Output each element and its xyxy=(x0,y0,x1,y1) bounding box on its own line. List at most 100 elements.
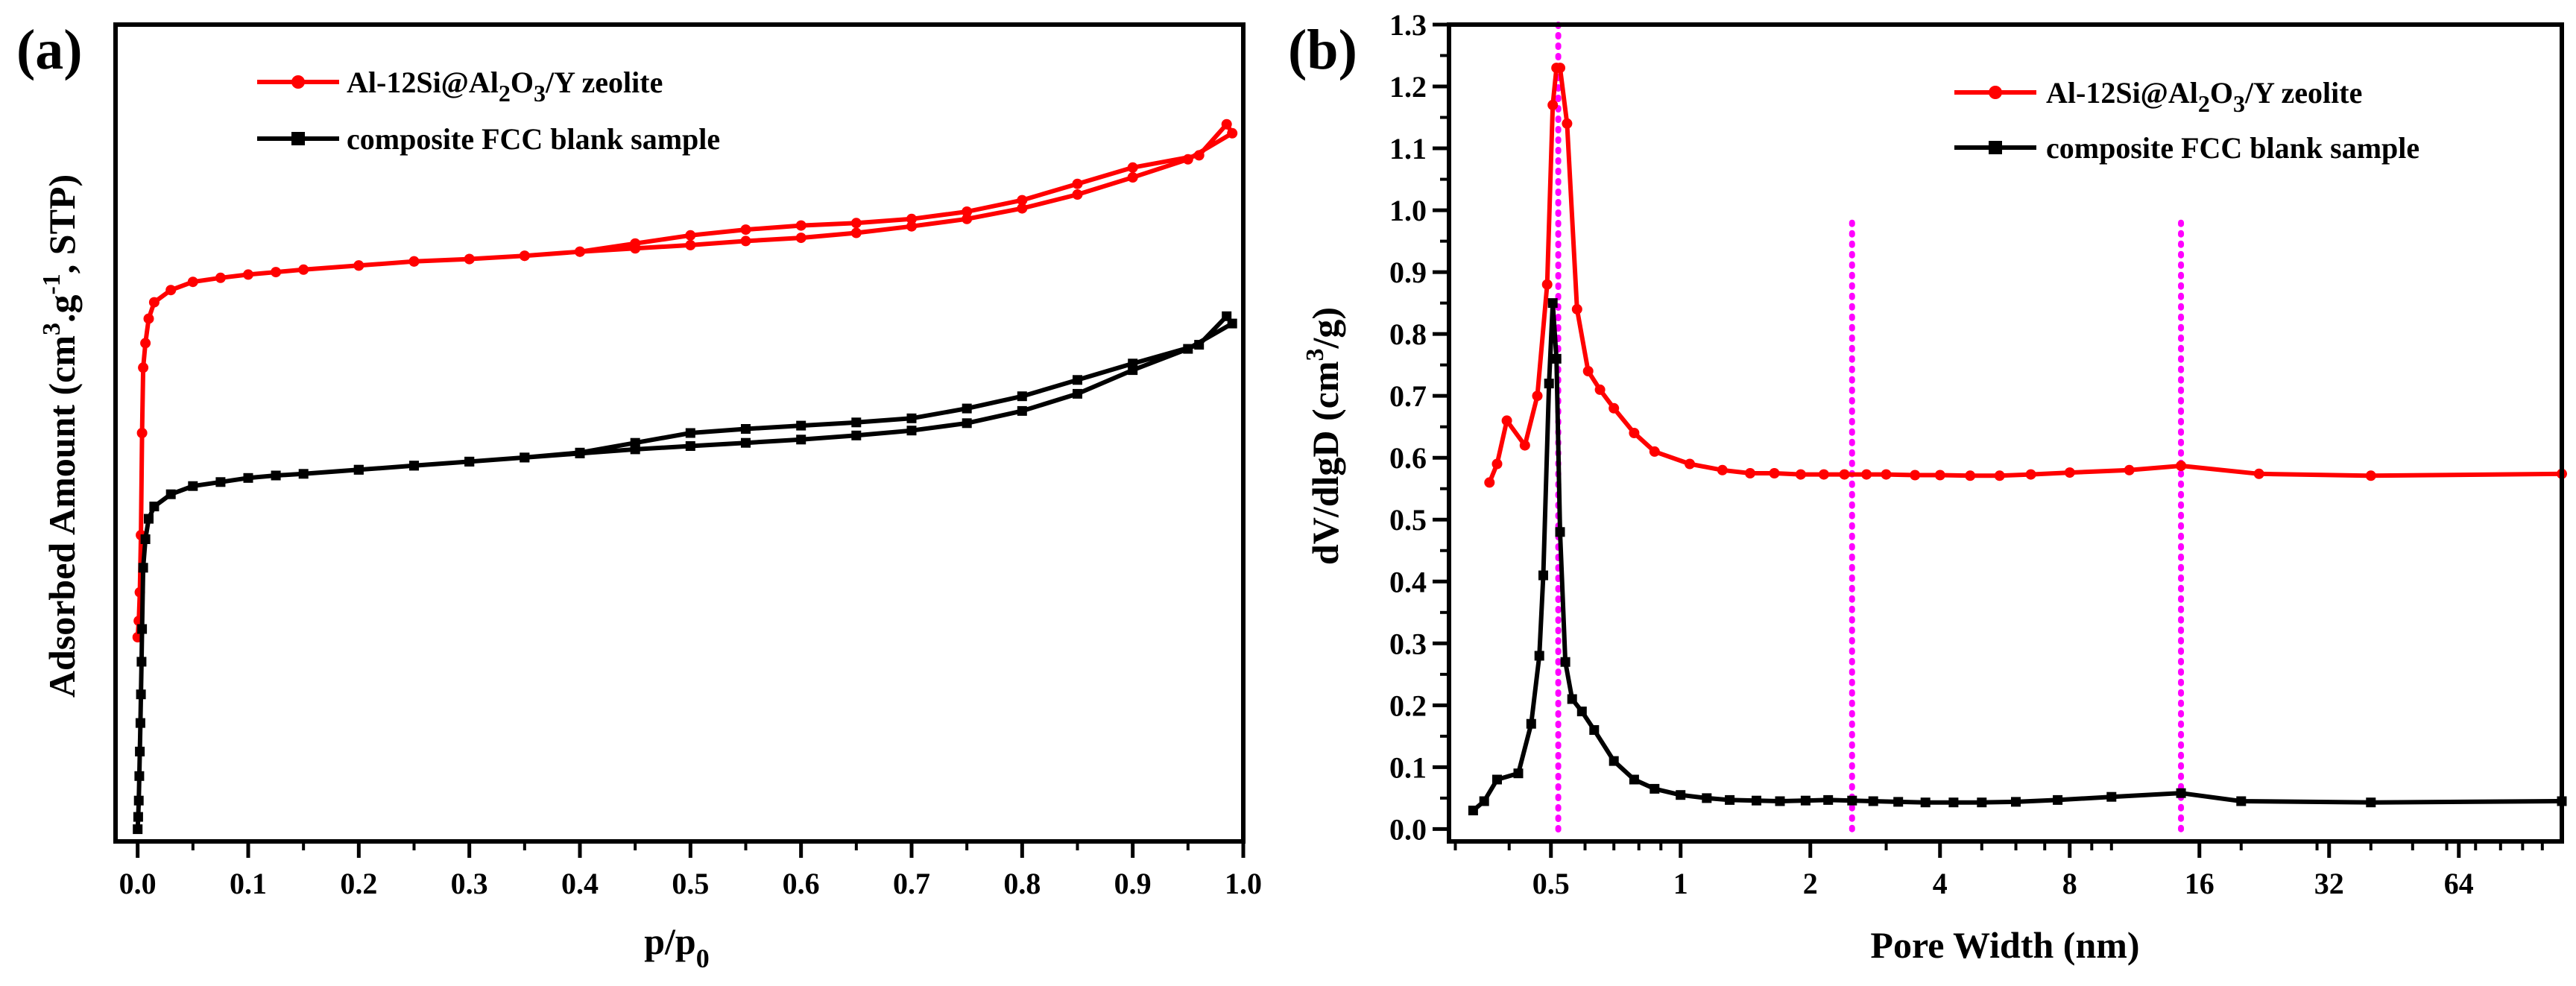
panel-b-series-0-point-2 xyxy=(1501,415,1512,426)
panel-b-series-1-point-24 xyxy=(1823,794,1834,805)
legend-a-red-sub-1: 2 xyxy=(499,80,511,107)
panel-a-series-1-point-32 xyxy=(1073,388,1082,399)
panel-b-series-1-point-31 xyxy=(2011,797,2021,807)
legend-a-red-part-1: Al-12Si@Al xyxy=(347,66,499,99)
panel-a-series-0-point-27 xyxy=(1017,203,1028,214)
panel-b-series-0-point-20 xyxy=(1795,469,1806,480)
panel-b-y-axis-title: dV/dlgD (cm3/g) xyxy=(1301,307,1346,565)
panel-a-series-0-point-25 xyxy=(906,221,917,232)
panel-b-x-tick-label-1: 1 xyxy=(1673,867,1688,900)
panel-b-series-0-point-13 xyxy=(1609,402,1620,414)
panel-a-x-tick-label-7: 0.7 xyxy=(893,867,930,900)
panel-a-series-1-point-44 xyxy=(796,420,806,431)
panel-b-legend-item-black: composite FCC blank sample xyxy=(1954,131,2419,165)
panel-b-x-ticks: 0.5 1 2 4 8 16 32 64 xyxy=(1453,841,2544,900)
panel-a-series-1-point-26 xyxy=(741,437,751,448)
panel-a-series-0-point-6 xyxy=(140,338,151,349)
panel-b-series-1-point-30 xyxy=(1977,797,1987,808)
panel-b-series-0-point-22 xyxy=(1839,469,1850,480)
panel-a-series-1-point-8 xyxy=(137,624,148,634)
panel-a-legend-item-red: Al-12Si@Al2O3/Y zeolite xyxy=(257,66,663,107)
panel-b-series-1-point-15 xyxy=(1609,756,1619,766)
panel-b-series-0-point-10 xyxy=(1571,303,1582,315)
panel-a-series-0-point-37 xyxy=(962,206,973,217)
panel-a-legend-label-red: Al-12Si@Al2O3/Y zeolite xyxy=(347,66,663,107)
panel-a-x-ticks: 0.0 0.1 0.2 0.3 0.4 0.5 0.6 0.7 0.8 0.9 1.0 xyxy=(119,841,1262,900)
panel-b-label: (b) xyxy=(1288,19,1357,81)
panel-b-series-0-point-18 xyxy=(1745,468,1755,478)
panel-a-series-1-point-4 xyxy=(135,746,145,756)
panel-a-series-0-point-43 xyxy=(630,238,641,249)
panel-b-y-title-part-2: /g) xyxy=(1304,307,1346,350)
panel-a-x-tick-label-9: 0.9 xyxy=(1114,867,1152,900)
panel-b-series-1-point-36 xyxy=(2366,797,2376,808)
panel-b-series-1-point-4 xyxy=(1526,718,1536,729)
panel-a-series-1-point-0 xyxy=(133,824,143,835)
panel-b-series-0-point-19 xyxy=(1769,468,1780,478)
panel-a-y-title-part-1: Adsorbed Amount (cm xyxy=(41,335,83,698)
panel-a-series-0-point-12 xyxy=(243,269,253,280)
panel-b-series-0-point-4 xyxy=(1532,391,1543,402)
panel-b-series-1-point-0 xyxy=(1468,806,1478,815)
panel-a-series-1-point-45 xyxy=(741,424,751,434)
panel-a-series-1-point-34 xyxy=(1183,344,1193,354)
panel-a-series-0-point-42 xyxy=(685,230,696,241)
panel-b-data-area xyxy=(1468,63,2567,815)
panel-a-series-0-point-32 xyxy=(1221,118,1232,130)
panel-b-series-0-point-8 xyxy=(1555,63,1565,74)
legend-b-red-part-2: O xyxy=(2210,76,2233,110)
panel-b-series-1-point-21 xyxy=(1752,795,1761,806)
panel-b-x-tick-label-2: 2 xyxy=(1803,867,1818,900)
panel-b-series-0-point-26 xyxy=(1934,470,1945,481)
panel-a-legend-label-black: composite FCC blank sample xyxy=(347,122,720,156)
panel-b-x-tick-label-5: 16 xyxy=(2185,867,2214,900)
panel-b-series-0-point-33 xyxy=(2253,468,2264,479)
panel-a-series-0-point-9 xyxy=(165,285,177,296)
panel-b-series-1-point-14 xyxy=(1589,725,1600,735)
panel-b-series-0-point-29 xyxy=(2025,469,2036,480)
panel-a-series-0-point-28 xyxy=(1072,189,1083,200)
panel-a-series-0-point-30 xyxy=(1182,154,1193,165)
panel-b-series-0-point-17 xyxy=(1717,464,1728,475)
panel-b-legend-label-black: composite FCC blank sample xyxy=(2046,131,2419,165)
panel-a-x-tick-label-0: 0.0 xyxy=(119,867,157,900)
panel-b-series-0-point-28 xyxy=(1994,470,2005,481)
panel-b-pore-distribution-chart: (b) 0.5 1 2 4 8 16 32 64 0.00.10.20.30.40.50.60… xyxy=(1288,8,2567,966)
panel-a-y-title-superscript-2: -1 xyxy=(38,274,66,294)
panel-a-series-0-point-11 xyxy=(215,272,226,283)
panel-b-reference-lines xyxy=(1555,22,2185,835)
panel-b-series-1-point-13 xyxy=(1576,707,1587,717)
panel-a-x-tick-label-1: 0.1 xyxy=(230,867,267,900)
panel-a-x-axis-title: p/p0 xyxy=(644,920,710,973)
panel-b-y-tick-label-5: 0.5 xyxy=(1389,503,1427,537)
panel-b-y-tick-label-7: 0.7 xyxy=(1389,379,1427,413)
panel-a-series-1-point-52 xyxy=(353,464,364,475)
panel-a-series-1-point-27 xyxy=(796,434,806,445)
panel-b-y-tick-label-11: 1.1 xyxy=(1389,132,1427,165)
panel-a-x-tick-label-6: 0.6 xyxy=(783,867,820,900)
panel-a-series-1-point-1 xyxy=(133,812,143,822)
panel-b-y-tick-label-2: 0.2 xyxy=(1389,689,1427,722)
panel-a-series-1-point-3 xyxy=(134,771,145,781)
panel-b-y-tick-label-8: 0.8 xyxy=(1389,317,1427,351)
panel-a-series-0-point-45 xyxy=(519,250,530,262)
panel-b-series-1-point-16 xyxy=(1629,774,1639,785)
panel-b-series-1-point-6 xyxy=(1538,570,1548,581)
panel-a-series-1-point-41 xyxy=(962,403,972,414)
panel-a-series-1-point-48 xyxy=(575,447,585,458)
panel-b-series-0-point-21 xyxy=(1818,469,1829,480)
panel-a-series-1-line xyxy=(135,314,1235,829)
panel-a-series-1-point-16 xyxy=(243,473,253,483)
panel-b-series-0-point-3 xyxy=(1519,440,1530,451)
panel-b-y-ticks: 0.0 0.1 0.2 0.3 0.4 0.5 0.6 0.7 0.8 0.9 1.0 1.1 1.2 1… xyxy=(1389,8,1449,846)
panel-a-series-1-point-46 xyxy=(685,428,695,438)
panel-b-y-tick-label-12: 1.2 xyxy=(1389,70,1427,104)
panel-a-series-1-point-25 xyxy=(685,441,695,451)
panel-b-series-1-point-33 xyxy=(2106,791,2117,802)
panel-a-series-0-point-5 xyxy=(138,362,149,373)
panel-b-y-tick-label-9: 0.9 xyxy=(1389,256,1427,289)
panel-b-series-0-point-9 xyxy=(1562,118,1573,129)
panel-a-series-0-point-34 xyxy=(1127,162,1138,173)
panel-a-label: (a) xyxy=(16,19,83,81)
panel-a-series-0-point-46 xyxy=(464,253,475,265)
